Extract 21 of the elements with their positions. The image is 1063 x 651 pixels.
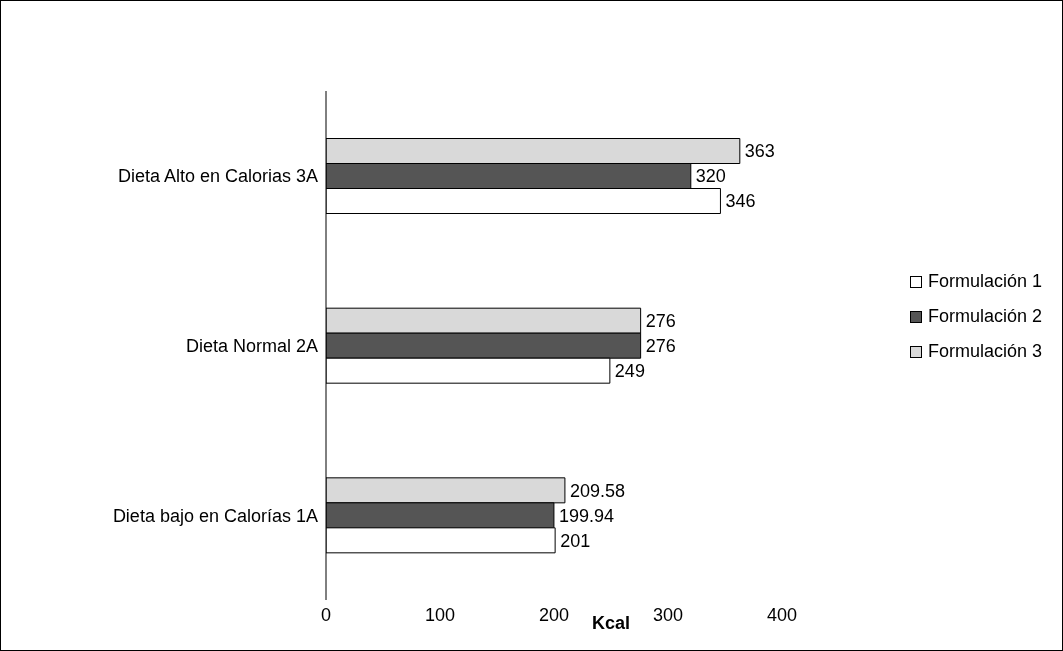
x-tick-label: 100 xyxy=(424,604,456,625)
x-tick-label: 0 xyxy=(320,604,332,625)
data-label: 199.94 xyxy=(558,505,614,526)
legend-label: Formulación 3 xyxy=(927,341,1042,362)
data-label: 276 xyxy=(645,311,676,332)
legend-label: Formulación 2 xyxy=(927,306,1042,327)
data-label: 276 xyxy=(645,336,676,357)
data-label: 201 xyxy=(560,530,591,551)
x-tick-label: 300 xyxy=(652,604,684,625)
data-label: 209.58 xyxy=(569,480,625,501)
data-label: 320 xyxy=(695,166,726,187)
x-tick-label: 200 xyxy=(538,604,570,625)
y-tick-label: Dieta bajo en Calorías 1A xyxy=(112,505,318,526)
x-axis-title: Kcal xyxy=(591,613,631,633)
x-tick-label: 400 xyxy=(766,604,798,625)
legend-label: Formulación 1 xyxy=(927,271,1042,292)
y-tick-label: Dieta Alto en Calorias 3A xyxy=(117,166,318,187)
data-label: 346 xyxy=(725,191,756,212)
data-label: 363 xyxy=(744,141,775,162)
y-tick-label: Dieta Normal 2A xyxy=(185,335,318,356)
data-label: 249 xyxy=(614,361,645,382)
